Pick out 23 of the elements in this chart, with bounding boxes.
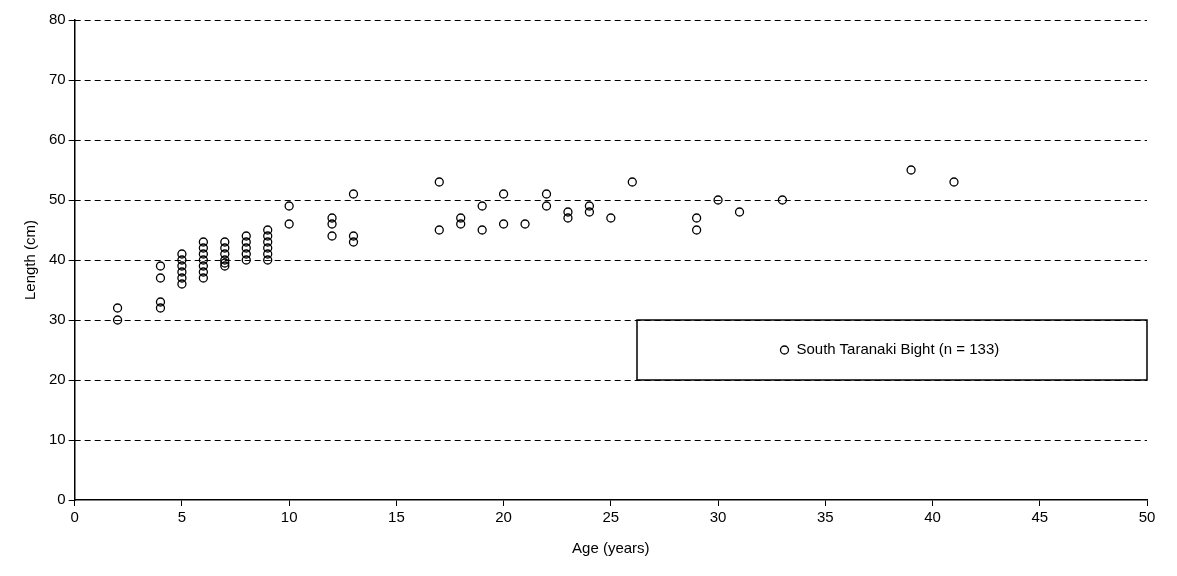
y-tick-label: 0 [57,490,66,508]
y-tick-label: 50 [49,190,66,208]
x-tick-label: 45 [1031,508,1049,526]
legend-label: South Taranaki Bight (n = 133) [796,340,1000,358]
x-tick-label: 0 [70,508,79,526]
y-tick-label: 70 [49,70,66,88]
y-tick-label: 60 [49,130,66,148]
x-tick-label: 50 [1138,508,1156,526]
x-tick-label: 15 [388,508,405,526]
y-tick-label: 20 [49,370,66,388]
x-tick-label: 35 [816,508,834,526]
x-tick-label: 20 [495,508,512,526]
y-tick-label: 30 [49,310,66,328]
y-tick-label: 10 [49,430,66,448]
x-tick-label: 40 [924,508,941,526]
x-tick-label: 25 [602,508,620,526]
y-axis-title: Length (cm) [21,219,39,301]
x-tick-label: 30 [709,508,727,526]
x-tick-label: 5 [177,508,187,526]
y-tick-label: 40 [49,250,66,268]
x-tick-label: 10 [280,508,298,526]
y-tick-label: 80 [49,10,66,28]
x-axis-title: Age (years) [572,539,650,557]
